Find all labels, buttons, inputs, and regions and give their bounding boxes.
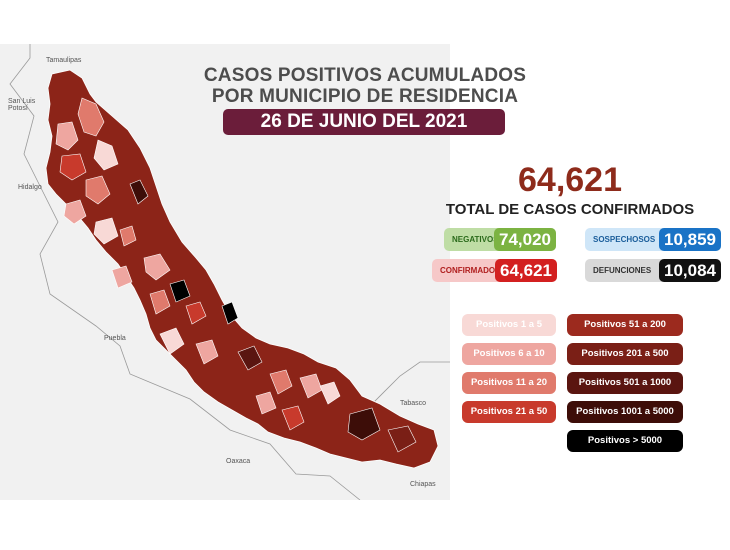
- state-label-hidalgo: Hidalgo: [18, 184, 42, 191]
- stat-confirmados-value: 64,621: [495, 259, 557, 282]
- state-label-san-luis-potosi: San Luis Potosí: [8, 98, 36, 113]
- stat-defunciones-label: DEFUNCIONES: [593, 266, 652, 275]
- municipality: [281, 405, 305, 431]
- state-label-chiapas: Chiapas: [410, 481, 436, 488]
- legend-item-11-20: Positivos 11 a 20: [462, 372, 556, 394]
- legend-item-51-200: Positivos 51 a 200: [567, 314, 683, 336]
- municipality: [55, 121, 79, 151]
- state-borders: [9, 44, 450, 500]
- municipality: [169, 279, 191, 303]
- municipality: [195, 339, 219, 365]
- stat-defunciones-value: 10,084: [659, 259, 721, 282]
- stat-confirmados-label: CONFIRMADOS: [440, 266, 501, 275]
- stat-sospechosos-value: 10,859: [659, 228, 721, 251]
- legend-item-gt-5000: Positivos > 5000: [567, 430, 683, 452]
- municipality: [237, 345, 263, 371]
- municipality: [159, 327, 185, 355]
- legend-item-501-1000: Positivos 501 a 1000: [567, 372, 683, 394]
- stat-negativos-label: NEGATIVOS: [452, 235, 499, 244]
- state-label-tamaulipas: Tamaulipas: [46, 57, 82, 64]
- municipality: [143, 253, 171, 281]
- stat-defunciones: DEFUNCIONES 10,084: [585, 259, 721, 282]
- municipality: [185, 301, 207, 325]
- stat-sospechosos-label: SOSPECHOSOS: [593, 235, 656, 244]
- municipality: [255, 391, 277, 415]
- municipality: [387, 425, 417, 453]
- municipality: [269, 369, 293, 395]
- total-cases-label: TOTAL DE CASOS CONFIRMADOS: [445, 201, 695, 218]
- municipality: [77, 97, 105, 137]
- municipality: [129, 179, 149, 205]
- stat-confirmados: CONFIRMADOS 64,621: [432, 259, 557, 282]
- municipality: [93, 217, 119, 245]
- state-label-puebla: Puebla: [104, 335, 126, 342]
- municipality: [111, 265, 133, 289]
- municipality: [119, 225, 137, 247]
- legend-item-21-50: Positivos 21 a 50: [462, 401, 556, 423]
- veracruz-municipality-map: [9, 44, 450, 500]
- legend-item-1-5: Positivos 1 a 5: [462, 314, 556, 336]
- municipality: [93, 139, 119, 171]
- veracruz-region: [45, 69, 439, 469]
- title-line-2: POR MUNICIPIO DE RESIDENCIA: [211, 86, 519, 107]
- stat-negativos: NEGATIVOS 74,020: [444, 228, 556, 251]
- municipality: [149, 289, 171, 315]
- municipality: [59, 153, 87, 181]
- municipality: [63, 199, 87, 225]
- municipality: [319, 381, 341, 405]
- total-cases-value: 64,621: [518, 161, 622, 199]
- legend-item-201-500: Positivos 201 a 500: [567, 343, 683, 365]
- state-label-tabasco: Tabasco: [400, 400, 427, 407]
- municipality: [85, 175, 111, 205]
- title-line-1: CASOS POSITIVOS ACUMULADOS: [203, 65, 527, 86]
- legend-item-1001-5000: Positivos 1001 a 5000: [567, 401, 683, 423]
- legend-item-6-10: Positivos 6 a 10: [462, 343, 556, 365]
- stat-sospechosos: SOSPECHOSOS 10,859: [585, 228, 721, 251]
- date-banner: 26 DE JUNIO DEL 2021: [223, 109, 505, 135]
- municipality: [347, 407, 381, 441]
- municipality: [221, 301, 239, 325]
- state-label-oaxaca: Oaxaca: [226, 458, 251, 465]
- stat-negativos-value: 74,020: [494, 228, 556, 251]
